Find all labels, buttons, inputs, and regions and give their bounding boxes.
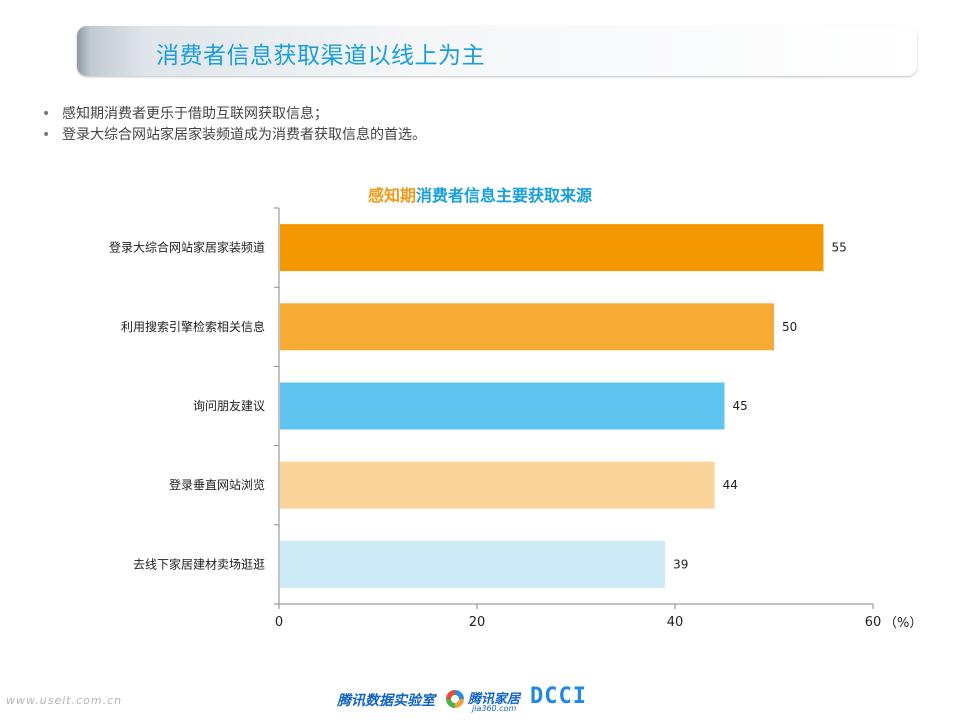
- dcci-logo: DCCI: [530, 684, 587, 709]
- x-tick-label: 60: [865, 615, 882, 630]
- chart-title: 感知期消费者信息主要获取来源: [0, 182, 960, 206]
- bar-value-label: 44: [723, 478, 738, 492]
- x-tick-label: 40: [667, 615, 684, 630]
- category-label: 询问朋友建议: [193, 399, 265, 413]
- footer-jia-brand: 腾讯家居: [468, 692, 521, 707]
- category-label: 登录垂直网站浏览: [169, 477, 265, 492]
- bar: [280, 224, 824, 272]
- bullet-item: • 感知期消费者更乐于借助互联网获取信息；: [42, 104, 426, 125]
- bullet-item: • 登录大综合网站家居家装频道成为消费者获取信息的首选。: [42, 125, 426, 146]
- category-label: 登录大综合网站家居家装频道: [109, 240, 265, 255]
- chart-title-highlight: 感知期: [367, 186, 416, 205]
- bar: [280, 461, 715, 509]
- chart-title-main: 消费者信息主要获取来源: [416, 186, 593, 205]
- footer-jia-sub: jia360.com: [472, 704, 517, 713]
- category-label: 去线下家居建材卖场逛逛: [133, 556, 265, 571]
- bar: [280, 303, 774, 351]
- axis-unit-label: （%）: [884, 616, 923, 631]
- bar-value-label: 45: [733, 399, 748, 413]
- x-tick-label: 20: [469, 615, 486, 630]
- category-label: 利用搜索引擎检索相关信息: [121, 319, 265, 334]
- bullet-dot-icon: •: [42, 127, 51, 143]
- title-banner-edge: [77, 26, 91, 76]
- bar: [280, 540, 666, 588]
- bar-value-label: 50: [782, 320, 797, 334]
- page-title: 消费者信息获取渠道以线上为主: [156, 43, 485, 69]
- bar-value-label: 39: [673, 557, 688, 571]
- title-banner: [77, 26, 917, 76]
- footer-url: www.useit.com.cn: [6, 694, 123, 707]
- bar: [280, 382, 725, 430]
- logo-center: [451, 695, 459, 703]
- bullet-dot-icon: •: [42, 106, 51, 122]
- x-tick-label: 0: [275, 615, 283, 630]
- footer-brand: 腾讯数据实验室: [337, 693, 435, 709]
- bar-value-label: 55: [832, 241, 847, 255]
- bullet-list: • 感知期消费者更乐于借助互联网获取信息； • 登录大综合网站家居家装频道成为消费者…: [42, 104, 426, 146]
